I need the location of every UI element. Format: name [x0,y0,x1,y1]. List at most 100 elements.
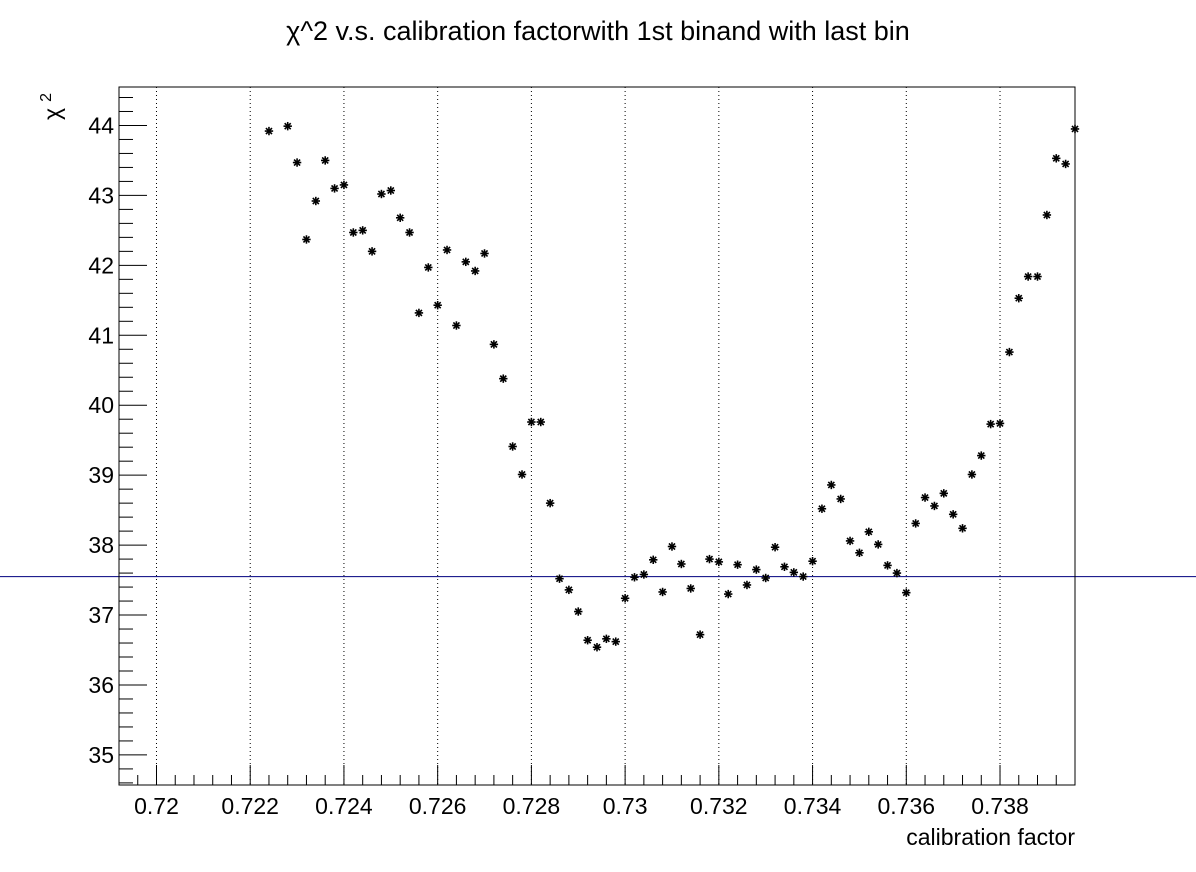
data-point [414,308,424,318]
plot-frame [118,86,1076,786]
data-point [873,540,883,549]
y-axis-label-superscript: 2 [38,93,55,102]
data-point [649,555,658,564]
data-point [302,235,311,244]
x-tick-label: 0.722 [221,793,279,819]
data-point [320,156,330,165]
data-point [424,263,433,272]
data-point [902,588,911,597]
data-point [620,594,630,603]
data-point [311,196,321,206]
data-point [808,556,817,566]
data-point [527,417,536,427]
y-tick-label: 35 [88,742,114,768]
y-tick-label: 38 [88,532,114,558]
data-point [611,637,620,646]
x-tick-label: 0.736 [878,793,936,819]
data-point [986,419,995,429]
data-point [517,470,527,479]
data-point [733,560,742,569]
x-tick-label: 0.732 [690,793,748,819]
data-point [470,266,480,276]
chart-title: χ^2 v.s. calibration factorwith 1st bina… [286,16,910,46]
data-point [433,301,442,310]
data-point [339,180,349,190]
y-tick-label: 36 [88,672,114,698]
y-tick-label: 43 [88,182,114,208]
data-point [995,419,1005,428]
data-point [1014,294,1023,303]
data-point [489,340,499,349]
data-point [358,226,367,235]
svg-text:χ2: χ2 [38,93,65,120]
data-point [1061,159,1070,169]
data-point [724,589,733,599]
data-point [1033,272,1042,281]
tick-labels: 0.72 0.722 0.724 0.726 0.728 0.73 0.732 0.734 0.… [88,112,1028,819]
data-point [592,643,602,652]
y-tick-label: 42 [88,252,114,278]
y-tick-label: 44 [88,112,114,138]
data-point [1052,154,1061,163]
x-tick-label: 0.72 [134,793,179,819]
data-point [677,559,686,569]
data-point [555,574,564,583]
data-point [452,321,461,330]
data-point [845,536,855,546]
data-point [770,543,780,552]
y-tick-label: 41 [88,322,114,348]
data-point [1005,347,1014,357]
data-points [264,121,1080,652]
x-tick-label: 0.726 [409,793,467,819]
data-point [920,493,930,502]
data-point [911,519,920,528]
data-point [461,257,470,267]
y-tick-label: 39 [88,462,114,488]
data-point [836,494,845,504]
data-point [564,585,574,595]
data-point [883,561,892,570]
data-point [827,480,836,490]
data-point [395,213,405,222]
data-point [499,374,508,383]
data-point [939,489,948,498]
data-point [508,442,517,451]
data-point [798,572,808,581]
data-point [695,630,705,639]
x-tick-label: 0.728 [503,793,561,819]
y-axis-label: χ [39,108,65,120]
data-point [714,557,724,567]
data-point [367,247,377,256]
data-point [977,451,986,460]
data-point [742,580,752,590]
data-point [930,501,939,511]
x-axis-label: calibration factor [906,824,1075,850]
data-point [705,554,714,564]
data-point [386,186,396,195]
data-point [602,634,611,644]
data-point [667,542,677,551]
y-axis-label-group: χ2 [38,93,65,120]
data-point [639,570,649,579]
x-tick-label: 0.724 [315,793,373,819]
data-point [948,510,958,519]
data-point [536,417,545,427]
data-point [658,587,667,597]
x-tick-label: 0.738 [971,793,1029,819]
data-point [686,584,695,593]
data-point [283,121,292,131]
x-tick-label: 0.734 [784,793,842,819]
data-point [780,562,789,571]
data-point [292,158,302,167]
data-point [789,568,799,577]
data-point [330,184,339,193]
data-point [761,573,770,583]
x-tick-label: 0.73 [603,793,648,819]
data-point [480,249,489,258]
data-point [442,245,452,255]
data-point [545,498,555,508]
data-point [958,524,967,533]
axes [118,86,1076,786]
data-point [574,607,583,616]
